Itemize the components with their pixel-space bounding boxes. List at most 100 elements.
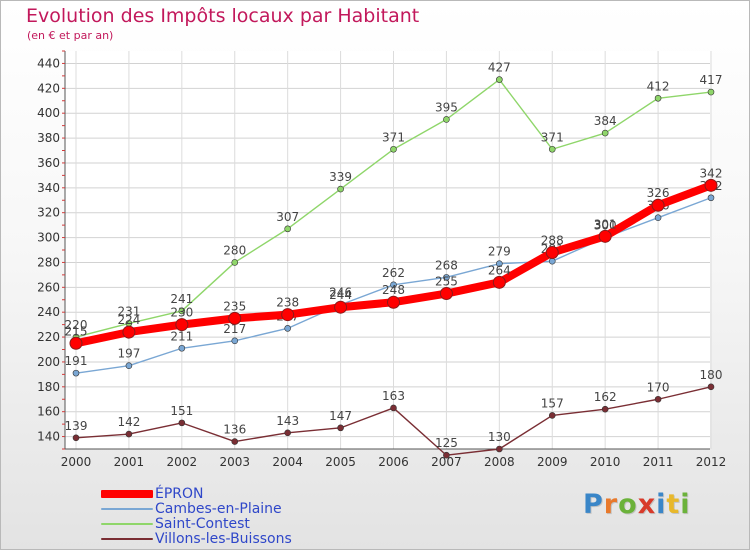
y-tick-label: 200	[37, 355, 60, 369]
data-point	[284, 225, 291, 233]
data-label: 307	[276, 210, 299, 224]
data-point	[654, 395, 662, 403]
data-point	[178, 307, 186, 315]
data-label: 262	[382, 266, 405, 280]
data-label: 143	[276, 414, 299, 428]
data-point	[69, 336, 83, 350]
x-tick-label: 2012	[696, 455, 727, 469]
data-point	[337, 185, 344, 193]
y-tick-label: 140	[37, 430, 60, 444]
data-label: 244	[329, 288, 352, 302]
x-tick-label: 2006	[378, 455, 409, 469]
data-point	[496, 260, 503, 267]
data-label: 130	[488, 430, 511, 444]
data-point	[548, 145, 556, 153]
logo-letter: t	[666, 489, 681, 520]
data-point	[707, 88, 715, 96]
data-label: 248	[382, 283, 405, 297]
data-label: 125	[435, 436, 458, 450]
data-label: 136	[223, 423, 246, 437]
y-tick-label: 240	[37, 305, 60, 319]
y-tick-label: 400	[37, 106, 60, 120]
logo-letter: r	[603, 489, 619, 520]
logo-letter: o	[618, 489, 638, 520]
y-tick-label: 340	[37, 181, 60, 195]
data-label: 301	[594, 217, 617, 231]
data-point	[178, 344, 186, 352]
data-label: 147	[329, 409, 352, 423]
data-point	[178, 419, 186, 427]
data-point	[496, 445, 503, 453]
data-point	[654, 214, 662, 221]
y-tick-label: 320	[37, 206, 60, 220]
x-tick-label: 2003	[219, 455, 250, 469]
x-tick-label: 2004	[272, 455, 303, 469]
y-tick-label: 280	[37, 255, 60, 269]
data-point	[231, 337, 239, 345]
data-label: 395	[435, 100, 458, 114]
data-label: 268	[435, 258, 458, 272]
data-label: 157	[541, 396, 564, 410]
x-tick-label: 2000	[61, 455, 92, 469]
y-tick-label: 380	[37, 131, 60, 145]
data-point	[598, 229, 612, 243]
logo-letter: i	[656, 489, 667, 520]
logo-letter: i	[680, 489, 691, 520]
data-label: 215	[65, 324, 88, 338]
plot-area	[65, 51, 710, 449]
data-point	[707, 383, 715, 391]
data-point	[390, 145, 397, 153]
data-label: 280	[223, 243, 246, 257]
data-point	[390, 281, 397, 289]
data-label: 238	[276, 296, 299, 310]
data-label: 264	[488, 263, 511, 277]
legend-swatch	[101, 508, 153, 510]
data-point	[439, 287, 453, 301]
data-label: 412	[647, 79, 670, 93]
data-label: 246	[329, 286, 352, 300]
data-label: 241	[170, 292, 193, 306]
data-label: 427	[488, 61, 511, 75]
data-point	[72, 434, 80, 442]
data-label: 230	[170, 306, 193, 320]
data-label: 224	[117, 313, 140, 327]
data-point	[390, 404, 397, 412]
data-point	[548, 412, 556, 419]
chart-subtitle: (en € et par an)	[27, 29, 114, 42]
chart-title: Evolution des Impôts locaux par Habitant	[26, 5, 420, 27]
y-tick-label: 300	[37, 231, 60, 245]
y-tick-label: 160	[37, 405, 60, 419]
data-point	[334, 300, 348, 314]
data-point	[443, 451, 450, 459]
data-label: 217	[223, 322, 246, 336]
data-point	[284, 325, 291, 332]
data-label: 339	[329, 170, 352, 184]
proxiti-logo: Proxiti	[583, 489, 691, 520]
data-point	[122, 325, 136, 339]
data-label: 235	[223, 299, 246, 313]
data-point	[601, 129, 609, 137]
data-label: 163	[382, 389, 405, 403]
y-tick-label: 220	[37, 330, 60, 344]
x-tick-label: 2002	[167, 455, 198, 469]
data-label: 197	[117, 347, 140, 361]
legend-swatch	[101, 490, 153, 498]
data-label: 151	[170, 404, 193, 418]
legend-label: Saint-Contest	[155, 516, 250, 532]
data-label: 326	[647, 186, 670, 200]
data-label: 191	[65, 354, 88, 368]
data-label: 371	[382, 130, 405, 144]
data-point	[387, 295, 400, 309]
data-label: 279	[488, 245, 511, 259]
data-label: 231	[117, 304, 140, 318]
data-point	[125, 430, 133, 438]
data-point	[707, 194, 715, 202]
data-point	[284, 429, 291, 437]
y-tick-label: 360	[37, 156, 60, 170]
data-point	[125, 362, 133, 369]
data-label: 139	[65, 419, 88, 433]
data-label: 170	[647, 380, 670, 394]
y-tick-label: 420	[37, 81, 60, 95]
data-label: 220	[65, 318, 88, 332]
